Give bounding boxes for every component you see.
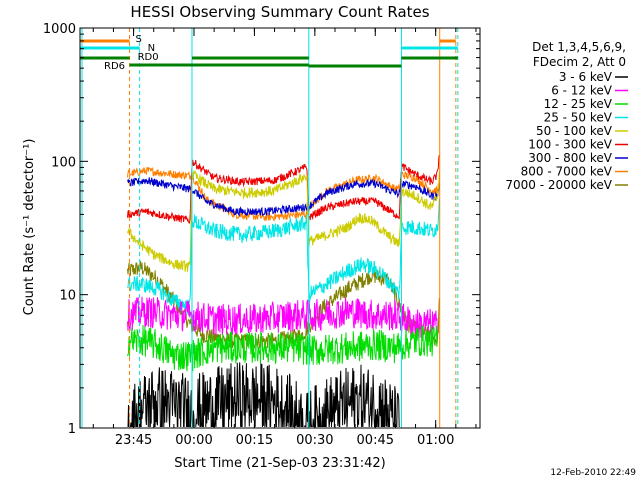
- series-6-12-kev: [127, 296, 438, 340]
- legend-label: 800 - 7000 keV: [521, 165, 613, 179]
- x-tick-label: 01:00: [417, 433, 454, 448]
- legend-label: 3 - 6 keV: [559, 70, 613, 84]
- legend-label: 6 - 12 keV: [551, 84, 613, 98]
- legend-label: 300 - 800 keV: [528, 151, 612, 165]
- x-tick-label: 00:45: [357, 433, 394, 448]
- chart-title: HESSI Observing Summary Count Rates: [130, 3, 429, 21]
- x-tick-label: 23:45: [115, 433, 152, 448]
- timestamp: 12-Feb-2010 22:49: [550, 468, 636, 478]
- legend-label: 7000 - 20000 keV: [505, 178, 612, 192]
- axis-layer: 1 10 100 1000 23:45 00:00 00:15 00:30 00:45 01:00: [43, 22, 480, 448]
- legend-header-line-2: FDecim 2, Att 0: [533, 55, 626, 69]
- series-7000-20000-kev: [127, 259, 440, 350]
- legend-label: 25 - 50 keV: [544, 111, 613, 125]
- series-300-800-kev: [127, 177, 440, 218]
- series-100-300-kev: [127, 154, 440, 224]
- x-tick-label: 00:15: [236, 433, 273, 448]
- x-tick-label: 00:30: [296, 433, 333, 448]
- legend-label: 12 - 25 keV: [544, 97, 613, 111]
- x-axis-label: Start Time (21-Sep-03 23:31:42): [174, 456, 385, 471]
- flag-label-rd0: RD0: [138, 52, 159, 63]
- y-tick-label: 10: [59, 289, 76, 304]
- series-12-25-kev: [127, 324, 438, 372]
- flag-label-s: S: [136, 34, 142, 45]
- y-tick-label: 1000: [43, 22, 76, 37]
- series-3-6-kev: [127, 362, 400, 427]
- flag-label-n: N: [148, 43, 155, 54]
- x-tick-label: 00:00: [175, 433, 212, 448]
- y-tick-label: 1: [68, 422, 76, 437]
- y-axis-label: Count Rate (s⁻¹ detector⁻¹): [22, 139, 37, 316]
- series-800-7000-kev: [127, 166, 440, 222]
- series-50-100-kev: [127, 170, 440, 273]
- legend-label: 100 - 300 keV: [528, 138, 612, 152]
- legend-header-line-1: Det 1,3,4,5,6,9,: [532, 40, 626, 54]
- plot-frame: [79, 27, 481, 429]
- flag-label-rd6: RD6: [104, 61, 125, 72]
- data-layer: [127, 154, 440, 427]
- legend-label: 50 - 100 keV: [536, 124, 613, 138]
- y-tick-label: 100: [51, 155, 76, 170]
- legend: Det 1,3,4,5,6,9, FDecim 2, Att 0 3 - 6 k…: [505, 40, 628, 192]
